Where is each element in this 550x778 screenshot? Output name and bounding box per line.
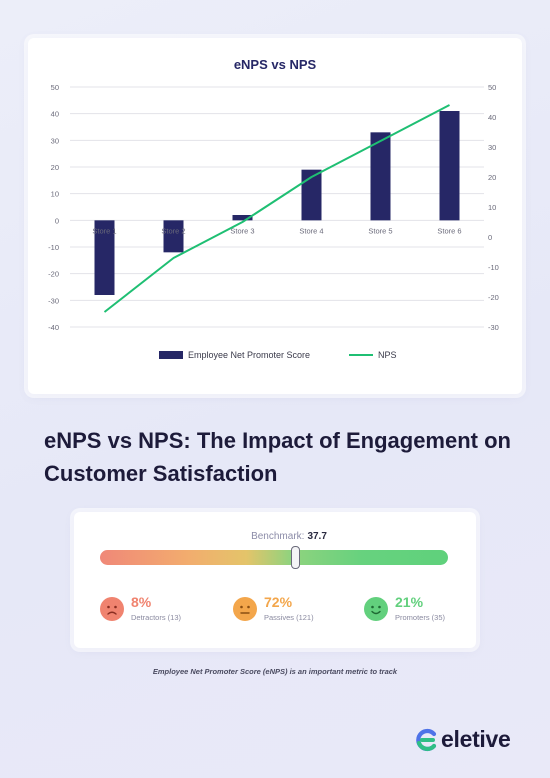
stat-passives: 72% Passives (121) (233, 595, 314, 622)
x-tick-label: Store 4 (299, 226, 323, 235)
y-left-tick-label: 0 (55, 216, 59, 225)
y-right-tick-label: -20 (488, 293, 499, 302)
y-right-tick-label: 0 (488, 233, 492, 242)
y-left-tick-label: 10 (51, 190, 59, 199)
happy-face-icon (364, 596, 388, 621)
y-left-tick-label: 40 (51, 110, 59, 119)
y-left-tick-label: 30 (51, 136, 59, 145)
stat-label: Promoters (35) (395, 613, 446, 622)
y-right-tick-label: -30 (488, 323, 499, 332)
chart-title: eNPS vs NPS (234, 57, 317, 72)
x-tick-label: Store 3 (230, 226, 254, 235)
bar-store-5 (370, 132, 391, 221)
benchmark-card: Benchmark: 37.7 8% Detractors (13) 72% Pa… (74, 512, 476, 648)
y-right-tick-label: 50 (488, 83, 496, 92)
stat-promoters: 21% Promoters (35) (364, 595, 445, 622)
stat-detractors: 8% Detractors (13) (100, 595, 181, 622)
chart-card: eNPS vs NPS 50 40 30 20 10 0 -10 -20 -30 -40 50 40 30… (28, 38, 522, 394)
brand-name: eletive (441, 726, 511, 752)
legend-label-enps: Employee Net Promoter Score (188, 350, 310, 360)
stat-pct: 8% (131, 594, 152, 610)
x-tick-label: Store 6 (437, 226, 461, 235)
y-right-tick-label: -10 (488, 263, 499, 272)
benchmark-value: 37.7 (307, 531, 327, 542)
y-right-tick-label: 20 (488, 173, 496, 182)
stat-pct: 72% (264, 594, 293, 610)
stat-label: Passives (121) (264, 613, 314, 622)
y-left-tick-label: 50 (51, 83, 59, 92)
y-right-tick-label: 10 (488, 203, 496, 212)
chart: eNPS vs NPS 50 40 30 20 10 0 -10 -20 -30 -40 50 40 30… (48, 57, 499, 360)
bar-store-2 (163, 220, 184, 253)
benchmark-gradient-bar (100, 550, 448, 565)
stat-label: Detractors (13) (131, 613, 182, 622)
brand-logo: eletive (414, 726, 511, 753)
bar-store-3 (232, 215, 253, 221)
y-left-tick-label: -40 (48, 323, 59, 332)
legend-swatch-enps (159, 351, 183, 359)
legend-label-nps: NPS (378, 350, 397, 360)
benchmark-handle[interactable] (290, 546, 300, 569)
x-tick-label: Store 1 (92, 226, 116, 235)
y-right-tick-label: 30 (488, 143, 496, 152)
nps-line (103, 104, 450, 313)
y-left-tick-label: -30 (48, 296, 59, 305)
stat-pct: 21% (395, 594, 424, 610)
eletive-logo-icon (416, 728, 437, 751)
bar-store-4 (301, 169, 322, 221)
benchmark-label-text: Benchmark: (251, 531, 305, 542)
x-tick-label: Store 5 (368, 226, 392, 235)
sad-face-icon (100, 596, 124, 621)
page-headline: eNPS vs NPS: The Impact of Engagement on… (44, 428, 511, 486)
bar-store-6 (439, 111, 460, 221)
x-tick-label: Store 2 (161, 226, 185, 235)
y-right-tick-label: 40 (488, 113, 496, 122)
caption: Employee Net Promoter Score (eNPS) is an… (152, 667, 398, 676)
y-left-tick-label: 20 (51, 163, 59, 172)
neutral-face-icon (233, 596, 257, 621)
y-left-tick-label: -10 (48, 243, 59, 252)
bar-store-1 (94, 220, 115, 295)
y-left-tick-label: -20 (48, 270, 59, 279)
benchmark-label: Benchmark: 37.7 (74, 531, 476, 542)
